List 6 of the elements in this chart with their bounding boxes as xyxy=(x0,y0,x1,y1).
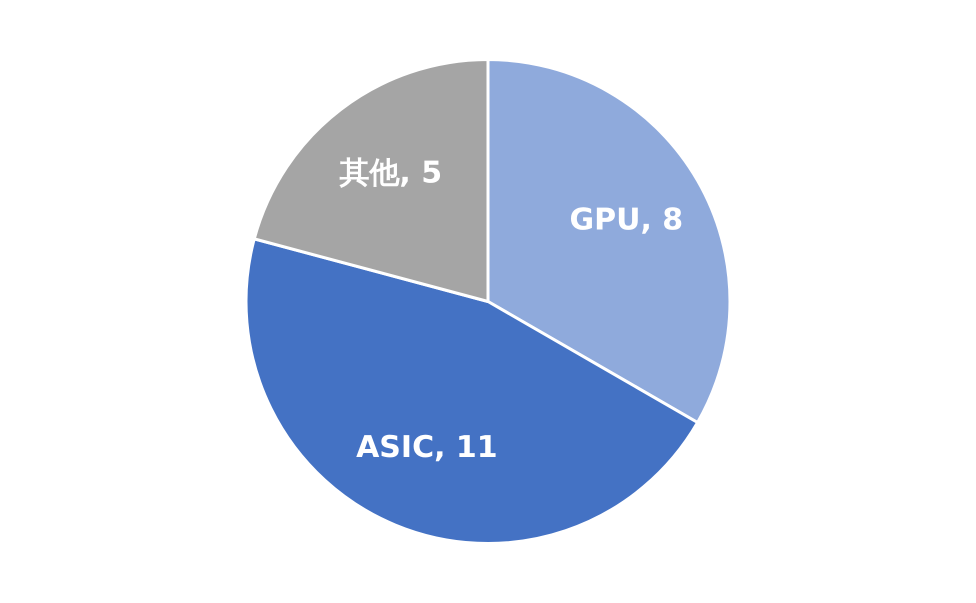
slice-label: ASIC xyxy=(356,430,434,465)
slice-label: 其他 xyxy=(338,156,400,191)
data-label: , 11 xyxy=(434,430,498,465)
data-label: , 5 xyxy=(399,156,442,191)
data-label: , 8 xyxy=(640,202,684,238)
slice-label: GPU xyxy=(569,202,640,238)
